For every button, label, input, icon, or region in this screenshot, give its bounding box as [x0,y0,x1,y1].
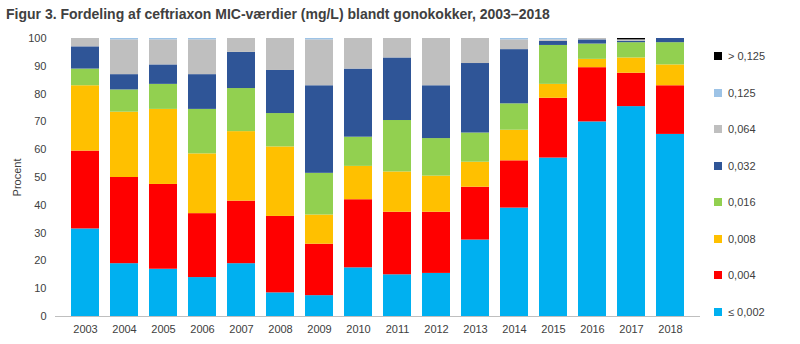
svg-text:2003: 2003 [73,323,97,335]
html-text:0,016: 0,016 [728,196,756,209]
svg-text:20: 20 [34,254,46,266]
svg-text:30: 30 [34,227,46,239]
svg-text:2015: 2015 [541,323,565,335]
svg-text:2011: 2011 [386,323,410,335]
svg-text:Procent: Procent [11,159,23,197]
svg-text:2007: 2007 [229,323,253,335]
svg-text:2010: 2010 [346,323,370,335]
svg-text:100: 100 [28,32,46,44]
svg-text:2008: 2008 [268,323,292,335]
svg-text:2017: 2017 [619,323,643,335]
svg-text:0: 0 [40,310,46,322]
html-text:0,004: 0,004 [728,269,756,282]
svg-text:2013: 2013 [463,323,487,335]
html-text:0,064: 0,064 [728,123,756,136]
svg-text:10: 10 [34,282,46,294]
svg-text:2014: 2014 [502,323,526,335]
svg-text:2009: 2009 [307,323,331,335]
svg-text:2005: 2005 [151,323,175,335]
html-text:0,008: 0,008 [728,232,756,245]
svg-text:2004: 2004 [112,323,136,335]
svg-text:40: 40 [34,199,46,211]
html-text:> 0,125: > 0,125 [728,50,765,63]
svg-text:2016: 2016 [580,323,604,335]
html-text:≤ 0,002: ≤ 0,002 [728,305,765,318]
svg-text:50: 50 [34,171,46,183]
svg-text:2012: 2012 [424,323,448,335]
svg-text:2018: 2018 [658,323,682,335]
svg-text:60: 60 [34,143,46,155]
svg-text:70: 70 [34,115,46,127]
html-text:0,125: 0,125 [728,86,756,99]
svg-text:80: 80 [34,88,46,100]
svg-text:2006: 2006 [190,323,214,335]
svg-text:90: 90 [34,60,46,72]
html-text:Figur 3. Fordeling af ceftriax: Figur 3. Fordeling af ceftriaxon MIC-vær… [6,6,550,22]
html-text:0,032: 0,032 [728,159,756,172]
